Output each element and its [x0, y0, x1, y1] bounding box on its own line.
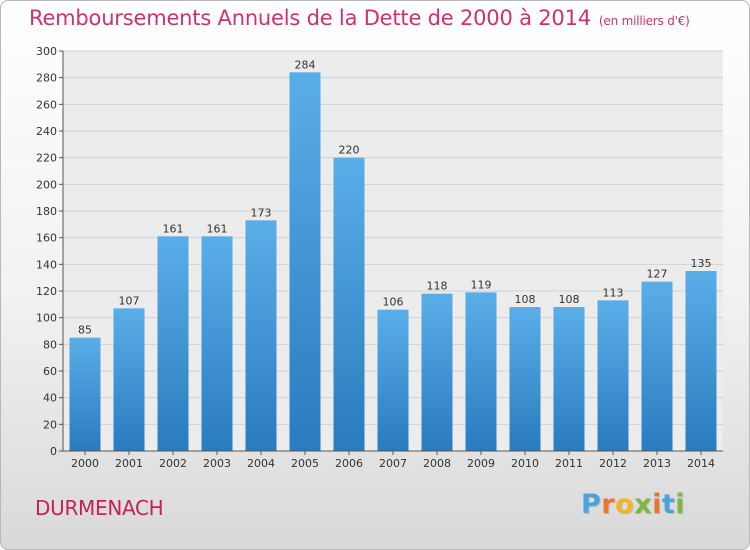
data-label: 85	[78, 324, 92, 337]
data-label: 108	[515, 293, 536, 306]
x-tick-label: 2002	[159, 457, 187, 470]
city-name: DURMENACH	[35, 496, 164, 520]
y-tick-label: 140	[36, 258, 57, 271]
bar-2011	[553, 307, 585, 451]
y-tick-label: 200	[36, 178, 57, 191]
chart-axes: 0 20 40 60 80 100 120 140 160 180 200 220 240 260 280 3…	[36, 45, 723, 470]
x-tick-label: 2003	[203, 457, 231, 470]
x-tick-label: 2012	[599, 457, 627, 470]
x-tick-label: 2011	[555, 457, 583, 470]
data-label: 107	[119, 294, 140, 307]
bar-2007	[377, 309, 409, 451]
chart-bars: 85 107 161 161 173 284 220 106 118 119 108 108 113 12…	[69, 58, 717, 451]
bar-2002	[157, 236, 189, 451]
x-tick-label: 2013	[643, 457, 671, 470]
x-tick-label: 2010	[511, 457, 539, 470]
x-tick-label: 2008	[423, 457, 451, 470]
data-label: 113	[603, 286, 624, 299]
data-label: 127	[647, 268, 668, 281]
data-label: 118	[427, 280, 448, 293]
data-label: 106	[383, 296, 404, 309]
logo-letter: t	[661, 489, 676, 520]
y-tick-label: 160	[36, 232, 57, 245]
logo-letter: o	[615, 489, 635, 520]
data-label: 220	[339, 144, 360, 157]
bar-2001	[113, 308, 145, 451]
logo-letter: i	[675, 489, 686, 520]
bar-2008	[421, 293, 453, 451]
data-label: 161	[207, 222, 228, 235]
y-tick-label: 0	[50, 445, 57, 458]
y-tick-label: 180	[36, 205, 57, 218]
chart-title: Remboursements Annuels de la Dette de 20…	[29, 6, 690, 30]
logo-letter: r	[601, 489, 616, 520]
y-tick-label: 100	[36, 312, 57, 325]
proxiti-logo: Proxiti	[581, 489, 685, 520]
bar-2010	[509, 307, 541, 451]
x-tick-label: 2005	[291, 457, 319, 470]
chart-unit: (en milliers d'€)	[598, 14, 690, 28]
bar-2005	[289, 72, 321, 451]
x-tick-label: 2000	[71, 457, 99, 470]
y-tick-label: 300	[36, 45, 57, 58]
x-tick-label: 2009	[467, 457, 495, 470]
data-label: 284	[295, 58, 316, 71]
x-tick-label: 2004	[247, 457, 275, 470]
bar-2012	[597, 300, 629, 451]
data-label: 135	[691, 257, 712, 270]
x-tick-label: 2001	[115, 457, 143, 470]
logo-letter: x	[634, 489, 653, 520]
bar-2014	[685, 271, 717, 451]
x-tick-label: 2014	[687, 457, 715, 470]
data-label: 161	[163, 222, 184, 235]
bar-2000	[69, 337, 101, 451]
y-tick-label: 260	[36, 98, 57, 111]
bar-2006	[333, 157, 365, 451]
x-tick-label: 2007	[379, 457, 407, 470]
y-tick-label: 40	[43, 392, 57, 405]
bar-2013	[641, 281, 673, 451]
bar-2009	[465, 292, 497, 451]
y-tick-label: 240	[36, 125, 57, 138]
y-tick-label: 220	[36, 152, 57, 165]
bar-2003	[201, 236, 233, 451]
y-tick-label: 20	[43, 418, 57, 431]
chart-title-text: Remboursements Annuels de la Dette de 20…	[29, 6, 591, 30]
y-tick-label: 120	[36, 285, 57, 298]
y-tick-label: 80	[43, 338, 57, 351]
x-tick-label: 2006	[335, 457, 363, 470]
data-label: 119	[471, 278, 492, 291]
bar-2004	[245, 220, 277, 451]
data-label: 108	[559, 293, 580, 306]
y-tick-label: 280	[36, 72, 57, 85]
y-tick-label: 60	[43, 365, 57, 378]
data-label: 173	[251, 206, 272, 219]
logo-letter: P	[581, 489, 602, 520]
logo-letter: i	[652, 489, 662, 520]
